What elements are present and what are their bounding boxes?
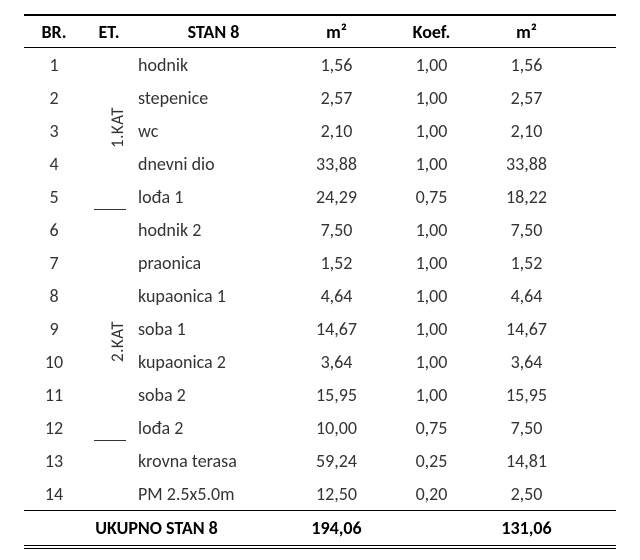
table-total: UKUPNO STAN 8 194,06 131,06 (24, 510, 616, 546)
cell-br: 6 (24, 219, 84, 241)
cell-m2: 33,88 (479, 153, 574, 175)
cell-m1: 1,52 (289, 252, 384, 274)
cell-m1: 10,00 (289, 417, 384, 439)
apartment-area-table: BR. ET. STAN 8 m² Koef. m² 1hodnik1,561,… (24, 14, 616, 546)
cell-br: 4 (24, 153, 84, 175)
header-m2: m² (479, 21, 574, 43)
table-header: BR. ET. STAN 8 m² Koef. m² (24, 14, 616, 48)
cell-stan: stepenice (134, 87, 289, 109)
cell-br: 14 (24, 483, 84, 505)
table-row: 3wc2,101,002,10 (24, 114, 616, 147)
cell-m2: 2,10 (479, 120, 574, 142)
header-koef: Koef. (384, 21, 479, 43)
cell-m2: 14,81 (479, 450, 574, 472)
table-row: 2stepenice2,571,002,57 (24, 81, 616, 114)
cell-br: 12 (24, 417, 84, 439)
cell-m1: 59,24 (289, 450, 384, 472)
cell-br: 7 (24, 252, 84, 274)
header-et: ET. (84, 21, 134, 43)
cell-stan: dnevni dio (134, 153, 289, 175)
cell-br: 2 (24, 87, 84, 109)
cell-koef: 1,00 (384, 54, 479, 76)
table-row: 4dnevni dio33,881,0033,88 (24, 147, 616, 180)
cell-m1: 2,10 (289, 120, 384, 142)
table-row: 5 lođa 124,290,7518,22 (24, 180, 616, 213)
cell-br: 13 (24, 450, 84, 472)
cell-m2: 1,56 (479, 54, 574, 76)
cell-stan: kupaonica 2 (134, 351, 289, 373)
cell-m2: 2,50 (479, 483, 574, 505)
cell-m1: 2,57 (289, 87, 384, 109)
cell-koef: 1,00 (384, 153, 479, 175)
cell-stan: praonica (134, 252, 289, 274)
table-row: 9soba 114,671,0014,67 (24, 312, 616, 345)
header-m1: m² (289, 21, 384, 43)
cell-koef: 1,00 (384, 87, 479, 109)
cell-stan: hodnik 2 (134, 219, 289, 241)
table-row: 11soba 215,951,0015,95 (24, 378, 616, 411)
cell-stan: lođa 2 (134, 417, 289, 439)
cell-m1: 12,50 (289, 483, 384, 505)
cell-koef: 0,75 (384, 186, 479, 208)
cell-stan: soba 2 (134, 384, 289, 406)
table-row: 6hodnik 27,501,007,50 (24, 213, 616, 246)
cell-stan: krovna terasa (134, 450, 289, 472)
cell-m2: 4,64 (479, 285, 574, 307)
header-br: BR. (24, 21, 84, 43)
table-row: 13 krovna terasa59,240,2514,81 (24, 444, 616, 477)
cell-br: 11 (24, 384, 84, 406)
cell-koef: 0,20 (384, 483, 479, 505)
cell-koef: 1,00 (384, 219, 479, 241)
table-row: 8kupaonica 14,641,004,64 (24, 279, 616, 312)
cell-koef: 1,00 (384, 120, 479, 142)
total-label: UKUPNO STAN 8 (24, 517, 289, 539)
cell-m2: 18,22 (479, 186, 574, 208)
cell-br: 10 (24, 351, 84, 373)
cell-br: 5 (24, 186, 84, 208)
cell-m2: 7,50 (479, 417, 574, 439)
cell-koef: 1,00 (384, 285, 479, 307)
cell-m1: 24,29 (289, 186, 384, 208)
cell-m1: 14,67 (289, 318, 384, 340)
cell-br: 9 (24, 318, 84, 340)
header-stan: STAN 8 (134, 21, 289, 43)
table-row: 7praonica1,521,001,52 (24, 246, 616, 279)
table-row: 12 lođa 210,000,757,50 (24, 411, 616, 444)
cell-m1: 33,88 (289, 153, 384, 175)
cell-koef: 1,00 (384, 252, 479, 274)
total-m1: 194,06 (289, 517, 384, 539)
table-row: 1hodnik1,561,001,56 (24, 48, 616, 81)
table-row: 14 PM 2.5x5.0m12,500,202,50 (24, 477, 616, 510)
cell-m2: 1,52 (479, 252, 574, 274)
table-row: 10kupaonica 23,641,003,64 (24, 345, 616, 378)
cell-stan: hodnik (134, 54, 289, 76)
cell-m1: 3,64 (289, 351, 384, 373)
cell-m2: 2,57 (479, 87, 574, 109)
cell-stan: lođa 1 (134, 186, 289, 208)
cell-koef: 1,00 (384, 351, 479, 373)
cell-koef: 0,25 (384, 450, 479, 472)
cell-stan: PM 2.5x5.0m (134, 483, 289, 505)
cell-m2: 3,64 (479, 351, 574, 373)
cell-m1: 7,50 (289, 219, 384, 241)
cell-stan: wc (134, 120, 289, 142)
cell-m1: 15,95 (289, 384, 384, 406)
cell-m1: 4,64 (289, 285, 384, 307)
cell-m2: 14,67 (479, 318, 574, 340)
cell-koef: 1,00 (384, 318, 479, 340)
cell-koef: 0,75 (384, 417, 479, 439)
cell-m2: 15,95 (479, 384, 574, 406)
cell-stan: kupaonica 1 (134, 285, 289, 307)
cell-m1: 1,56 (289, 54, 384, 76)
cell-m2: 7,50 (479, 219, 574, 241)
cell-stan: soba 1 (134, 318, 289, 340)
cell-koef: 1,00 (384, 384, 479, 406)
cell-br: 1 (24, 54, 84, 76)
cell-br: 3 (24, 120, 84, 142)
cell-br: 8 (24, 285, 84, 307)
total-m2: 131,06 (479, 517, 574, 539)
